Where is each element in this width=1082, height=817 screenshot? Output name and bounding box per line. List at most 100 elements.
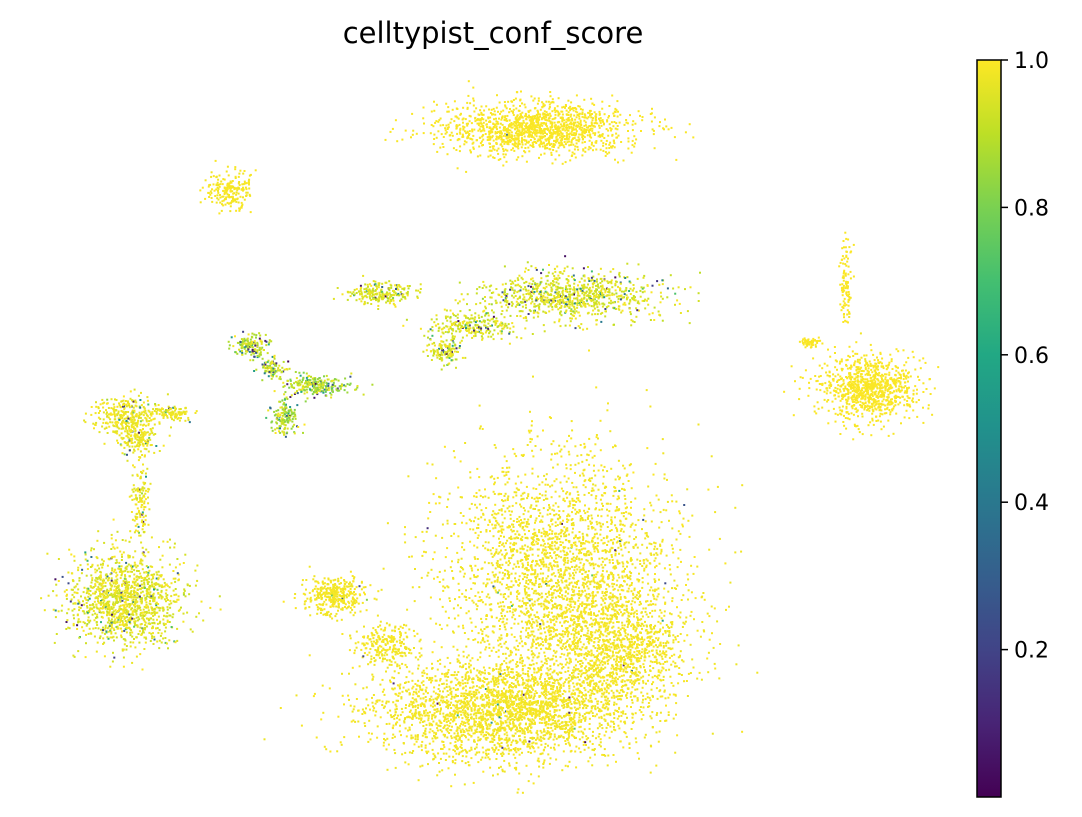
scatter-point: [570, 125, 573, 128]
scatter-point: [316, 388, 319, 391]
scatter-point: [515, 130, 518, 133]
scatter-point: [501, 291, 504, 294]
scatter-point: [125, 427, 128, 430]
scatter-point: [514, 116, 517, 119]
scatter-point: [143, 571, 146, 574]
scatter-point: [542, 324, 545, 327]
scatter-point: [400, 298, 403, 301]
scatter-point: [495, 288, 498, 290]
scatter-point: [588, 297, 591, 300]
scatter-point: [581, 126, 584, 129]
scatter-point: [315, 387, 317, 390]
scatter-point: [212, 175, 215, 178]
scatter-point: [168, 621, 171, 623]
scatter-point: [446, 315, 449, 318]
scatter-point: [268, 339, 271, 342]
scatter-point: [482, 319, 485, 322]
scatter-point: [581, 289, 584, 292]
scatter-point: [291, 420, 294, 423]
scatter-point: [669, 274, 672, 277]
scatter-point: [533, 124, 536, 127]
scatter-point: [363, 300, 366, 303]
scatter-point: [240, 343, 243, 346]
scatter-point: [139, 443, 141, 446]
scatter-point: [224, 203, 227, 206]
scatter-point: [141, 492, 143, 495]
scatter-point: [592, 124, 595, 127]
scatter-point: [123, 604, 126, 607]
scatter-point: [577, 292, 580, 295]
scatter-point: [488, 285, 491, 288]
scatter-point: [613, 301, 616, 304]
scatter-point: [454, 358, 457, 361]
scatter-point: [458, 300, 461, 303]
scatter-point: [589, 109, 592, 112]
scatter-point: [134, 399, 137, 402]
scatter-point: [467, 321, 470, 324]
scatter-point: [113, 411, 116, 414]
scatter-point: [529, 123, 532, 125]
scatter-point: [169, 606, 172, 609]
scatter-point: [309, 381, 312, 384]
scatter-point: [296, 392, 299, 395]
scatter-point: [102, 411, 105, 414]
scatter-point: [284, 398, 286, 401]
scatter-point: [515, 142, 518, 145]
scatter-point: [158, 422, 161, 425]
scatter-point: [446, 153, 449, 156]
scatter-point: [133, 583, 136, 586]
scatter-point: [590, 122, 593, 125]
scatter-point: [554, 132, 557, 135]
scatter-point: [578, 127, 581, 130]
scatter-point: [378, 282, 381, 285]
scatter-point: [535, 121, 538, 124]
scatter-point: [121, 452, 124, 455]
scatter-point: [480, 118, 483, 120]
scatter-point: [234, 166, 237, 169]
scatter-point: [545, 125, 548, 128]
scatter-point: [462, 125, 465, 128]
scatter-point: [593, 307, 596, 310]
scatter-point: [613, 146, 616, 149]
scatter-point: [293, 423, 296, 426]
scatter-point: [220, 180, 223, 183]
scatter-point: [513, 134, 516, 137]
scatter-point: [545, 285, 548, 288]
scatter-point: [536, 102, 539, 105]
scatter-point: [172, 419, 175, 422]
scatter-point: [585, 290, 588, 293]
scatter-point: [587, 111, 590, 114]
scatter-point: [285, 368, 288, 370]
scatter-point: [386, 296, 388, 299]
scatter-point: [510, 139, 513, 142]
scatter-point: [608, 123, 611, 126]
scatter-point: [561, 162, 564, 165]
scatter-point: [485, 312, 488, 315]
scatter-point: [623, 301, 626, 304]
scatter-point: [450, 118, 453, 121]
scatter-point: [353, 293, 356, 296]
scatter-point: [219, 196, 222, 199]
scatter-point: [142, 525, 144, 527]
scatter-point: [305, 380, 308, 383]
scatter-point: [598, 290, 601, 293]
scatter-point: [601, 292, 604, 294]
scatter-point: [271, 355, 274, 358]
scatter-point: [406, 285, 409, 287]
scatter-point: [611, 134, 614, 137]
scatter-point: [246, 337, 249, 340]
scatter-point: [113, 413, 116, 415]
scatter-point: [320, 385, 323, 388]
scatter-point: [563, 119, 566, 122]
scatter-point: [210, 171, 213, 174]
scatter-point: [318, 386, 321, 389]
scatter-point: [628, 280, 631, 283]
scatter-point: [142, 494, 145, 497]
scatter-point: [433, 344, 436, 347]
scatter-point: [533, 138, 536, 141]
scatter-point: [228, 194, 230, 196]
scatter-point: [566, 138, 569, 141]
scatter-point: [672, 287, 675, 290]
scatter-point: [141, 519, 144, 522]
scatter-point: [639, 295, 642, 298]
